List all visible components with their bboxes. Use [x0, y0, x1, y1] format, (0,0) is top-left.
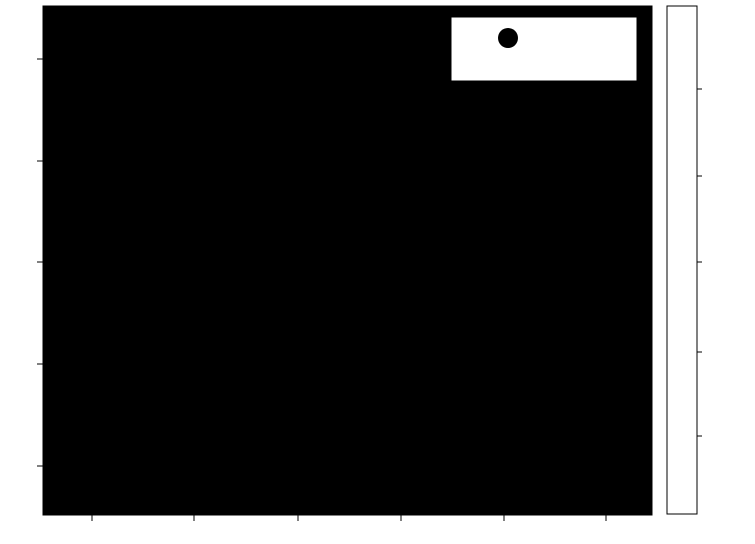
- map-legend: [450, 16, 638, 82]
- tide-gauge-marker[interactable]: [0, 0, 10, 10]
- ridge-crest: [260, 350, 365, 425]
- tide-gauge-legend-icon: [498, 28, 518, 48]
- mountain-region: [60, 36, 120, 62]
- colorbar-labels: [697, 88, 702, 437]
- deep-trench: [495, 492, 545, 515]
- y-axis: [37, 58, 43, 467]
- inland-basin: [287, 85, 305, 107]
- map-plot-area: [0, 0, 652, 515]
- plot-frame: [42, 5, 653, 516]
- abyssal-plain: [160, 390, 440, 515]
- deep-trench: [190, 500, 270, 515]
- mountain-region: [330, 17, 400, 51]
- mountain-region: [150, 37, 215, 106]
- legend-box: [450, 16, 638, 82]
- colorbar-frame: [666, 5, 698, 515]
- arabian-peninsula: [43, 329, 129, 500]
- x-axis: [91, 515, 607, 521]
